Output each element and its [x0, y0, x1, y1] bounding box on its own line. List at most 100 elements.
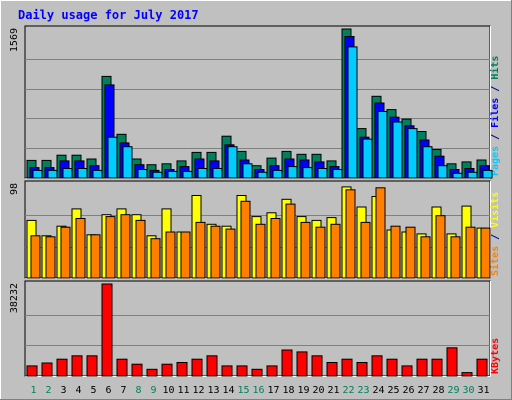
x-tick-label-13: 13 — [207, 385, 219, 396]
bar-kbytes-day-19 — [296, 351, 308, 377]
bar-pages-day-5 — [92, 169, 103, 179]
bar-kbytes-day-3 — [56, 358, 68, 377]
legend-entry: / — [490, 128, 501, 146]
x-tick-label-12: 12 — [192, 385, 204, 396]
bar-kbytes-day-12 — [191, 358, 203, 377]
series-sites — [30, 187, 491, 279]
bar-kbytes-day-25 — [386, 358, 398, 377]
legend-entry: Visits — [489, 192, 501, 228]
panel-hits-files-pages: 1569 Pages / Files / Hits — [9, 25, 501, 179]
bar-pages-day-15 — [242, 163, 253, 179]
bar-sites-day-4 — [75, 218, 86, 279]
bar-kbytes-day-31 — [476, 358, 488, 377]
x-tick-label-8: 8 — [135, 385, 141, 396]
bar-kbytes-day-17 — [266, 365, 278, 377]
bar-kbytes-day-22 — [341, 358, 353, 377]
y-max-label: 38232 — [9, 283, 20, 313]
bar-kbytes-day-18 — [281, 349, 293, 377]
x-tick-label-3: 3 — [60, 385, 66, 396]
bar-kbytes-day-26 — [401, 365, 413, 377]
bar-pages-day-21 — [332, 169, 343, 179]
right-axis-legend: Sites / Visits — [489, 192, 501, 276]
bar-pages-day-26 — [407, 128, 418, 179]
bar-sites-day-28 — [435, 215, 446, 279]
right-axis-legend: KBytes — [490, 338, 501, 374]
bar-kbytes-day-1 — [26, 365, 38, 377]
bar-sites-day-18 — [285, 203, 296, 279]
x-tick-label-31: 31 — [477, 385, 489, 396]
bar-pages-day-22 — [347, 46, 358, 179]
y-max-label: 98 — [9, 183, 20, 195]
x-tick-label-29: 29 — [447, 385, 459, 396]
bar-kbytes-day-4 — [71, 355, 83, 377]
x-tick-label-23: 23 — [357, 385, 369, 396]
bar-sites-day-22 — [345, 189, 356, 279]
x-tick-label-19: 19 — [297, 385, 309, 396]
legend-entry: / — [490, 228, 501, 246]
bar-sites-day-14 — [225, 228, 236, 279]
bar-kbytes-day-13 — [206, 355, 218, 377]
panel-kbytes: 38232 KBytes — [9, 280, 501, 377]
bar-pages-day-23 — [362, 138, 373, 179]
bar-pages-day-9 — [152, 171, 163, 179]
legend-entry: Hits — [489, 56, 501, 80]
bar-kbytes-day-6 — [101, 283, 113, 377]
x-tick-label-20: 20 — [312, 385, 324, 396]
bar-kbytes-day-9 — [146, 368, 158, 377]
bar-sites-day-1 — [30, 235, 41, 279]
bar-pages-day-1 — [32, 169, 43, 179]
bar-kbytes-day-23 — [356, 362, 368, 377]
x-tick-label-28: 28 — [432, 385, 444, 396]
chart-title: Daily usage for July 2017 — [18, 8, 199, 22]
x-tick-label-25: 25 — [387, 385, 399, 396]
chart-panels: 1569 Pages / Files / Hits 98 Sites / Visits… — [9, 25, 501, 377]
bar-kbytes-day-11 — [176, 362, 188, 377]
legend-entry: / — [490, 80, 501, 98]
x-tick-label-15: 15 — [237, 385, 249, 396]
bar-sites-day-27 — [420, 236, 431, 279]
bar-pages-day-27 — [422, 146, 433, 179]
legend-entry: KBytes — [490, 338, 501, 374]
bar-pages-day-29 — [452, 172, 463, 179]
x-tick-label-10: 10 — [162, 385, 174, 396]
bar-kbytes-day-2 — [41, 362, 53, 377]
bar-pages-day-11 — [182, 170, 193, 179]
bar-sites-day-17 — [270, 218, 281, 279]
bar-pages-day-7 — [122, 146, 133, 179]
bar-pages-day-24 — [377, 111, 388, 179]
x-axis-labels: 1 2 3 4 5 6 7 8 9 10 11 12 13 14 15 16 17 18 19 20 21 22 23 24 2… — [30, 385, 489, 396]
x-tick-label-1: 1 — [30, 385, 36, 396]
bar-pages-day-12 — [197, 168, 208, 179]
x-tick-label-2: 2 — [45, 385, 51, 396]
x-tick-label-26: 26 — [402, 385, 414, 396]
bar-sites-day-26 — [405, 226, 416, 279]
x-tick-label-7: 7 — [120, 385, 126, 396]
series-pages — [32, 46, 493, 179]
bar-pages-day-18 — [287, 166, 298, 179]
bar-sites-day-20 — [315, 226, 326, 279]
bar-kbytes-day-7 — [116, 358, 128, 377]
bar-sites-day-23 — [360, 221, 371, 279]
bar-kbytes-day-10 — [161, 363, 173, 377]
bar-pages-day-13 — [212, 168, 223, 179]
bar-sites-day-8 — [135, 219, 146, 279]
bar-pages-day-20 — [317, 168, 328, 179]
bar-pages-day-17 — [272, 169, 283, 179]
bar-pages-day-8 — [137, 169, 148, 179]
bar-sites-day-21 — [330, 223, 341, 279]
x-tick-label-6: 6 — [105, 385, 111, 396]
bar-sites-day-13 — [210, 225, 221, 279]
bar-pages-day-10 — [167, 170, 178, 179]
bar-sites-day-24 — [375, 187, 386, 279]
bar-kbytes-day-28 — [431, 358, 443, 377]
bar-kbytes-day-15 — [236, 365, 248, 377]
x-tick-label-17: 17 — [267, 385, 279, 396]
x-tick-label-24: 24 — [372, 385, 384, 396]
bar-kbytes-day-20 — [311, 355, 323, 377]
bar-pages-day-2 — [47, 169, 58, 179]
bar-pages-day-25 — [392, 121, 403, 179]
x-tick-label-16: 16 — [252, 385, 264, 396]
bar-sites-day-29 — [450, 236, 461, 279]
bar-sites-day-12 — [195, 221, 206, 279]
